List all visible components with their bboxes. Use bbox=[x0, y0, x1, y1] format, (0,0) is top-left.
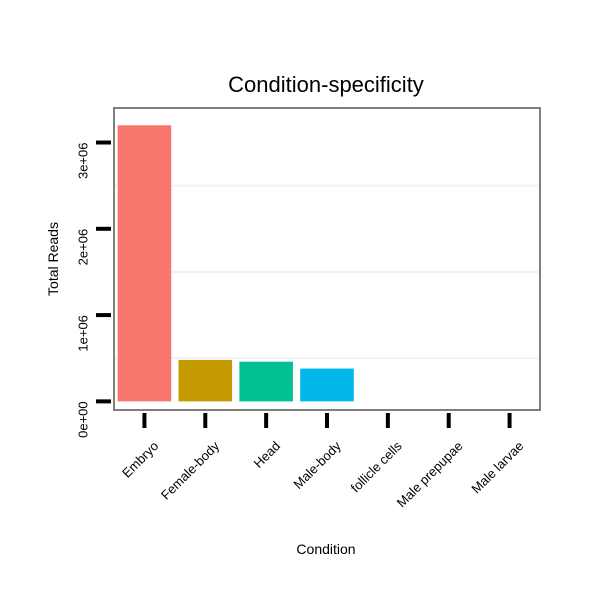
bar-head bbox=[239, 361, 293, 402]
y-axis-title: Total Reads bbox=[45, 222, 61, 296]
x-axis-title: Condition bbox=[296, 541, 355, 557]
y-tick-label: 1e+06 bbox=[75, 315, 90, 352]
plot-panel-border bbox=[113, 107, 541, 411]
bars bbox=[117, 125, 354, 402]
x-tick-label: Female-body bbox=[158, 438, 223, 503]
bar-embryo bbox=[117, 125, 172, 402]
x-tick-label: Embryo bbox=[119, 438, 161, 480]
chart-title: Condition-specificity bbox=[228, 72, 424, 97]
x-tick-label: Male larvae bbox=[468, 438, 526, 496]
x-tick-label: Male-body bbox=[290, 438, 344, 492]
x-tick-label: follicle cells bbox=[348, 438, 405, 495]
x-tick-label: Head bbox=[250, 438, 283, 471]
y-tick-label: 0e+00 bbox=[75, 401, 90, 438]
y-axis: 0e+00 1e+06 2e+06 3e+06 bbox=[75, 140, 111, 438]
bar-female-body bbox=[178, 359, 233, 402]
bar-male-body bbox=[300, 368, 354, 402]
y-tick-label: 2e+06 bbox=[75, 229, 90, 266]
y-tick-label: 3e+06 bbox=[75, 143, 90, 180]
gridlines bbox=[114, 184, 540, 360]
